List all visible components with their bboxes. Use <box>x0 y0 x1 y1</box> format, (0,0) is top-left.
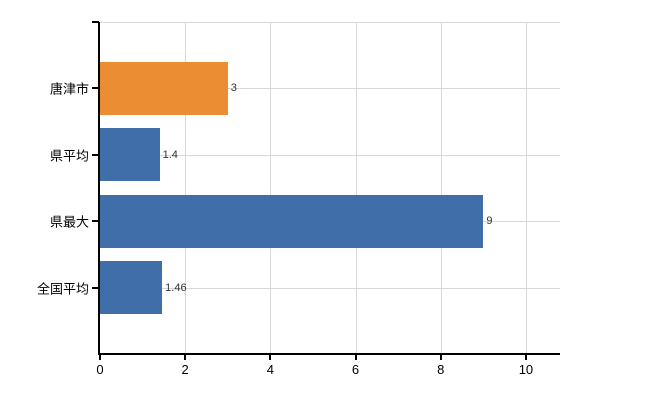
x-tick <box>184 354 187 360</box>
y-axis-line <box>98 22 100 354</box>
x-tick <box>524 354 527 360</box>
value-label: 1.4 <box>162 148 178 161</box>
x-axis-line <box>98 353 560 355</box>
x-tick <box>439 354 442 360</box>
v-gridline <box>440 22 442 354</box>
bar <box>100 261 163 315</box>
value-label: 9 <box>486 215 493 228</box>
bar <box>100 128 160 182</box>
v-gridline <box>355 22 357 354</box>
value-label: 3 <box>230 82 237 95</box>
y-tick <box>92 220 99 223</box>
category-label: 唐津市 <box>49 81 89 97</box>
h-gridline <box>99 287 560 289</box>
v-gridline <box>270 22 272 354</box>
y-tick <box>92 21 99 23</box>
x-tick <box>354 354 357 360</box>
category-label: 県最大 <box>49 214 89 230</box>
x-tick-label: 0 <box>96 362 104 377</box>
category-label: 県平均 <box>49 148 89 164</box>
y-tick <box>92 286 99 289</box>
x-tick-label: 10 <box>518 362 534 377</box>
value-label: 1.46 <box>165 281 187 294</box>
bar <box>100 61 228 115</box>
category-label: 全国平均 <box>36 281 89 297</box>
v-gridline <box>525 22 527 354</box>
y-tick <box>92 153 99 156</box>
bar <box>100 194 484 248</box>
x-tick-label: 6 <box>351 362 360 377</box>
x-tick-label: 4 <box>266 362 274 377</box>
h-gridline <box>99 154 560 156</box>
x-tick <box>99 354 101 360</box>
x-tick <box>269 354 272 360</box>
x-tick-label: 2 <box>181 362 189 377</box>
v-gridline <box>185 22 187 354</box>
h-gridline <box>99 22 560 23</box>
h-gridline <box>99 88 560 90</box>
x-tick-label: 8 <box>437 362 445 377</box>
y-tick <box>92 87 99 90</box>
